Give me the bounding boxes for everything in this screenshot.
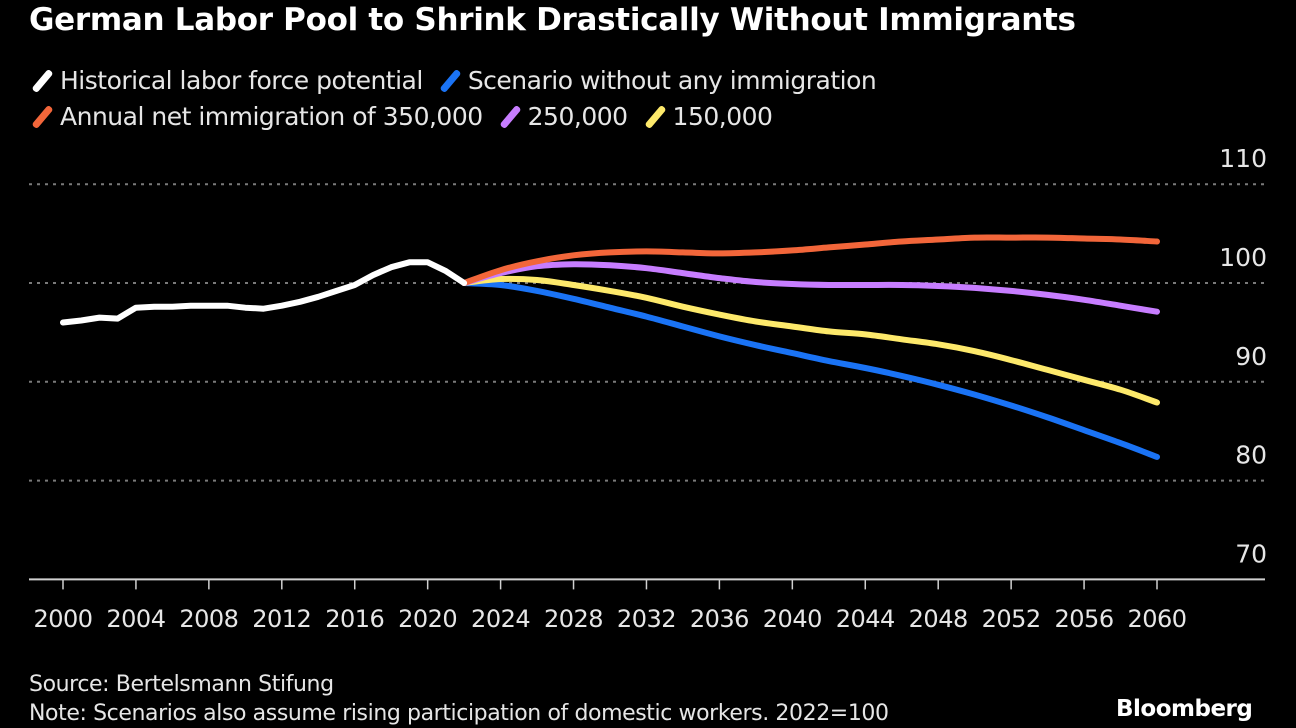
x-tick-label: 2020 xyxy=(398,605,457,633)
series-lines xyxy=(60,234,1160,460)
x-tick-label: 2028 xyxy=(544,605,603,633)
x-axis: 2000 2004 2008 2012 2016 2020 2024 2028 2032 2036… xyxy=(29,578,1265,633)
source-note: Source: Bertelsmann Stifung xyxy=(29,672,334,697)
legend-item-350k: Annual net immigration of 350,000 xyxy=(31,102,483,131)
footnote: Note: Scenarios also assume rising parti… xyxy=(29,701,889,726)
x-tick-label: 2000 xyxy=(33,605,92,633)
legend-label-250k: 250,000 xyxy=(527,102,628,131)
y-tick-label: 80 xyxy=(1235,441,1267,470)
x-tick-label: 2008 xyxy=(179,605,238,633)
legend-label-350k: Annual net immigration of 350,000 xyxy=(60,102,483,131)
y-tick-label: 70 xyxy=(1235,539,1267,568)
x-tick-label: 2048 xyxy=(909,605,968,633)
legend-item-250k: 250,000 xyxy=(499,102,628,131)
y-axis-ticks: 70 80 90 100 110 xyxy=(1219,144,1267,568)
series-no-immigration xyxy=(461,280,1160,460)
legend-label-historical: Historical labor force potential xyxy=(60,66,423,95)
bloomberg-logo: Bloomberg xyxy=(1116,696,1253,722)
legend-row-2: Annual net immigration of 350,000 250,00… xyxy=(31,102,788,131)
x-tick-label: 2052 xyxy=(982,605,1041,633)
chart-title: German Labor Pool to Shrink Drastically … xyxy=(29,2,1076,38)
x-tick-label: 2012 xyxy=(252,605,311,633)
series-250k xyxy=(461,261,1160,315)
legend-item-no-immigration: Scenario without any immigration xyxy=(439,66,877,95)
y-tick-label: 110 xyxy=(1219,144,1267,173)
series-historical xyxy=(60,259,468,326)
x-tick-label: 2044 xyxy=(836,605,895,633)
series-150k xyxy=(461,275,1160,406)
legend-label-no-immigration: Scenario without any immigration xyxy=(467,66,877,95)
legend-label-150k: 150,000 xyxy=(672,102,773,131)
x-tick-label: 2060 xyxy=(1127,605,1186,633)
x-tick-label: 2036 xyxy=(690,605,749,633)
y-tick-label: 100 xyxy=(1219,243,1267,272)
x-tick-label: 2056 xyxy=(1055,605,1114,633)
x-tick-label: 2032 xyxy=(617,605,676,633)
x-tick-label: 2016 xyxy=(325,605,384,633)
series-350k xyxy=(461,234,1160,286)
x-tick-label: 2024 xyxy=(471,605,530,633)
legend-item-historical: Historical labor force potential xyxy=(31,66,423,95)
x-tick-label: 2040 xyxy=(763,605,822,633)
legend-row-1: Historical labor force potential Scenari… xyxy=(31,66,892,95)
x-tick-label: 2004 xyxy=(106,605,165,633)
legend-item-150k: 150,000 xyxy=(644,102,773,131)
gridlines xyxy=(29,183,1265,482)
y-tick-label: 90 xyxy=(1235,342,1267,371)
